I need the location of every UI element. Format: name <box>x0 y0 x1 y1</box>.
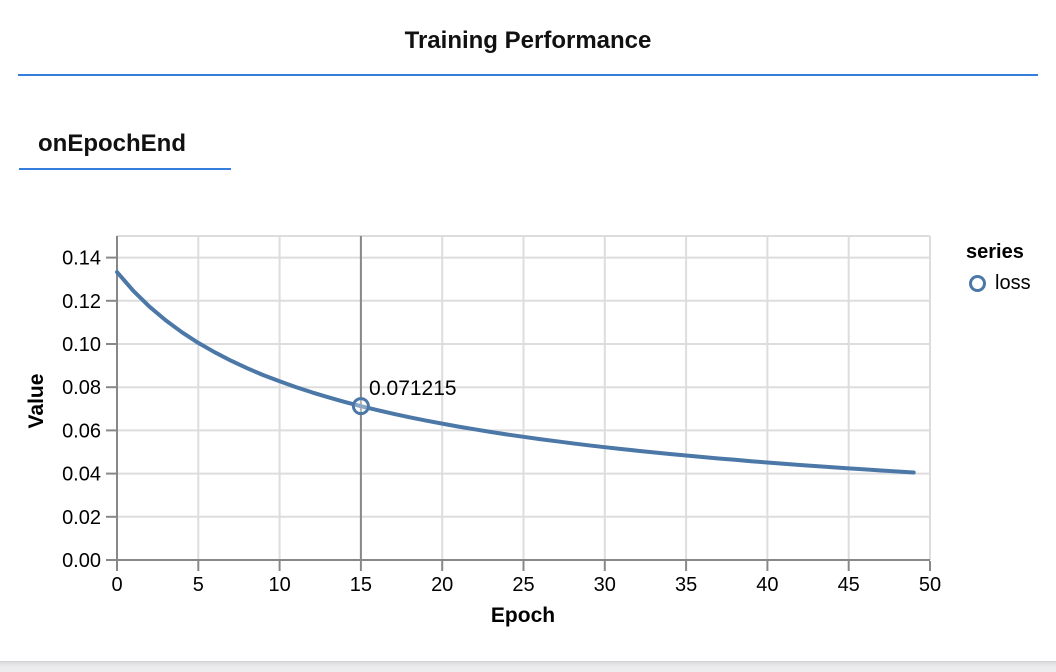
y-tick-label: 0.08 <box>62 377 101 399</box>
x-tick-label: 40 <box>756 574 778 596</box>
y-tick-label: 0.14 <box>62 248 101 270</box>
x-tick-label: 20 <box>431 574 453 596</box>
section-label: onEpochEnd <box>19 130 231 170</box>
x-tick-label: 25 <box>512 574 534 596</box>
y-tick-label: 0.06 <box>62 420 101 442</box>
y-tick-label: 0.02 <box>62 507 101 529</box>
x-tick-label: 30 <box>594 574 616 596</box>
bottom-bar <box>0 661 1056 672</box>
x-tick-label: 10 <box>268 574 290 596</box>
legend-title: series <box>966 241 1024 263</box>
legend-item-label: loss <box>995 272 1031 294</box>
axes <box>116 236 930 561</box>
open-circle-marker-icon <box>969 275 986 292</box>
gridlines <box>117 235 931 560</box>
x-tick-label: 35 <box>675 574 697 596</box>
legend-item-loss[interactable]: loss <box>966 272 1031 295</box>
y-tick-label: 0.00 <box>62 550 101 572</box>
y-tick-label: 0.10 <box>62 334 101 356</box>
page-title: Training Performance <box>404 27 652 54</box>
section-label-text: onEpochEnd <box>38 130 186 157</box>
x-tick-label: 45 <box>838 574 860 596</box>
y-tick-label: 0.12 <box>62 291 101 313</box>
x-tick-label: 5 <box>193 574 204 596</box>
x-tick-label: 15 <box>350 574 372 596</box>
highlight-point-marker <box>351 397 370 416</box>
x-tick-label: 50 <box>919 574 941 596</box>
y-tick-label: 0.04 <box>62 464 101 486</box>
legend: series loss <box>966 241 1031 295</box>
surface-header: Training Performance <box>18 0 1038 76</box>
loss-line <box>115 270 916 475</box>
y-axis-ticks: 0.00 0.02 0.04 0.06 0.08 0.10 0.12 0.14 <box>62 248 117 572</box>
x-tick-label: 0 <box>111 574 122 596</box>
y-axis-title: Value <box>25 373 48 429</box>
x-axis-ticks: 0 5 10 15 20 25 30 35 40 45 50 <box>111 561 941 596</box>
hover-value-label: 0.071215 <box>369 377 457 400</box>
x-axis-title: Epoch <box>490 604 556 627</box>
